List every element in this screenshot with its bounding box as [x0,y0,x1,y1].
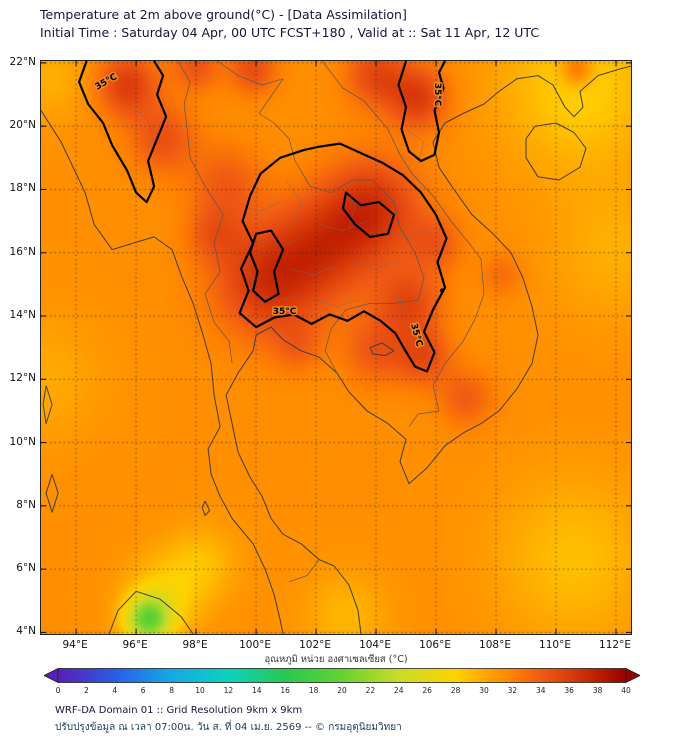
y-axis-tick-label: 22°N [9,55,36,68]
map-title: Temperature at 2m above ground(°C) - [Da… [40,7,407,22]
colorbar-gradient [57,668,627,683]
province-border-path [237,201,281,212]
temperature-field-canvas [41,61,631,634]
colorbar-right-arrow [625,668,640,683]
province-border-path [390,284,404,323]
colorbar-tick-label: 14 [252,686,262,695]
coastline-path [42,385,53,425]
x-axis-tick-label: 102°E [299,639,332,651]
x-axis-tick-label: 96°E [122,639,148,651]
colorbar-tick-label: 20 [337,686,347,695]
y-axis-tick-label: 8°N [16,498,36,511]
contour-label: 35°C [94,72,120,93]
station-marker [439,288,445,293]
colorbar-tick-label: 32 [507,686,518,695]
colorbar-left-arrow [44,668,59,683]
province-border-path [135,110,155,149]
colorbar-tick-label: 2 [84,686,89,695]
province-border-path [351,258,401,269]
colorbar-tick-label: 8 [169,686,174,695]
x-axis-tick-label: 112°E [599,639,631,651]
colorbar-tick-label: 40 [621,686,631,695]
country-border-path [186,129,233,364]
x-axis-tick-label: 100°E [239,639,272,651]
province-border-path [319,220,368,231]
colorbar-tick-label: 36 [564,686,574,695]
map-plot-area: 35°C 35°C 35°C 35°C [40,60,632,635]
province-border-path [384,227,431,238]
y-axis-tick-label: 18°N [9,182,36,195]
map-subtitle: Initial Time : Saturday 04 Apr, 00 UTC F… [40,25,540,40]
province-border-path [405,129,425,165]
contour-label: 35°C [408,322,424,348]
x-axis-tick-label: 94°E [62,639,88,651]
x-axis-tick-label: 98°E [182,639,208,651]
x-axis-tick-label: 108°E [479,639,511,651]
y-axis-tick-label: 20°N [9,119,36,132]
colorbar-tick-label: 10 [195,686,205,695]
country-border-path [177,61,191,130]
colorbar-tick-label: 28 [450,686,461,695]
colorbar-tick-label: 24 [394,686,404,695]
colorbar-tick-label: 30 [479,686,489,695]
colorbar [44,668,640,683]
colorbar-tick-label: 4 [112,686,118,695]
country-border-path [321,61,482,260]
coastline-path [225,65,631,634]
coastline-path [41,110,284,634]
province-border-path [313,299,359,307]
colorbar-label: อุณหภูมิ หน่วย องศาเซลเซียส (°C) [264,654,408,665]
province-border-path [259,236,305,247]
temperature-contour-35c [341,191,396,238]
country-border-path [216,61,284,114]
y-axis-tick-label: 12°N [9,372,36,385]
colorbar-tick-label: 18 [308,686,319,695]
temperature-contour-35c [397,61,446,163]
country-border-path [408,259,485,428]
colorbar-tick-label: 6 [140,686,146,695]
coastline-path [108,590,194,634]
footer-update-info: ปรับปรุงข้อมูล ณ เวลา 07:00น. วัน ส. ที่… [55,722,402,733]
colorbar-tick-label: 0 [55,686,61,695]
coastline-path [201,500,211,516]
colorbar-tick-label: 12 [223,686,234,695]
temperature-contour-35c [238,142,448,373]
x-axis-tick-label: 106°E [419,639,451,651]
country-border-path [288,559,320,583]
coastline-path [525,122,587,181]
contour-label: 35°C [273,307,297,317]
footer-domain-info: WRF-DA Domain 01 :: Grid Resolution 9km … [55,705,303,716]
colorbar-tick-label: 34 [536,686,546,695]
map-overlay: 35°C 35°C 35°C 35°C [41,61,631,634]
y-axis-tick-label: 10°N [9,435,36,448]
province-border-path [289,265,338,276]
colorbar-tick-label: 22 [365,686,376,695]
y-axis-tick-label: 4°N [16,625,36,638]
x-axis-tick-label: 110°E [539,639,571,651]
temperature-contour-35c [249,229,285,303]
colorbar-tick-label: 16 [280,686,290,695]
province-border-path [256,293,302,301]
temperature-contour-35c [78,61,168,204]
x-axis-tick-label: 104°E [359,639,391,651]
y-axis-tick-label: 6°N [16,562,36,575]
colorbar-tick-label: 26 [422,686,432,695]
country-border-path [258,113,425,301]
contour-label: 35°C [432,83,442,107]
coastline-path [369,342,395,357]
y-axis-tick-label: 16°N [9,245,36,258]
country-border-path [324,299,419,374]
province-border-path [285,179,302,225]
coastline-path [45,474,59,513]
colorbar-tick-label: 38 [592,686,603,695]
y-axis-tick-label: 14°N [9,309,36,322]
